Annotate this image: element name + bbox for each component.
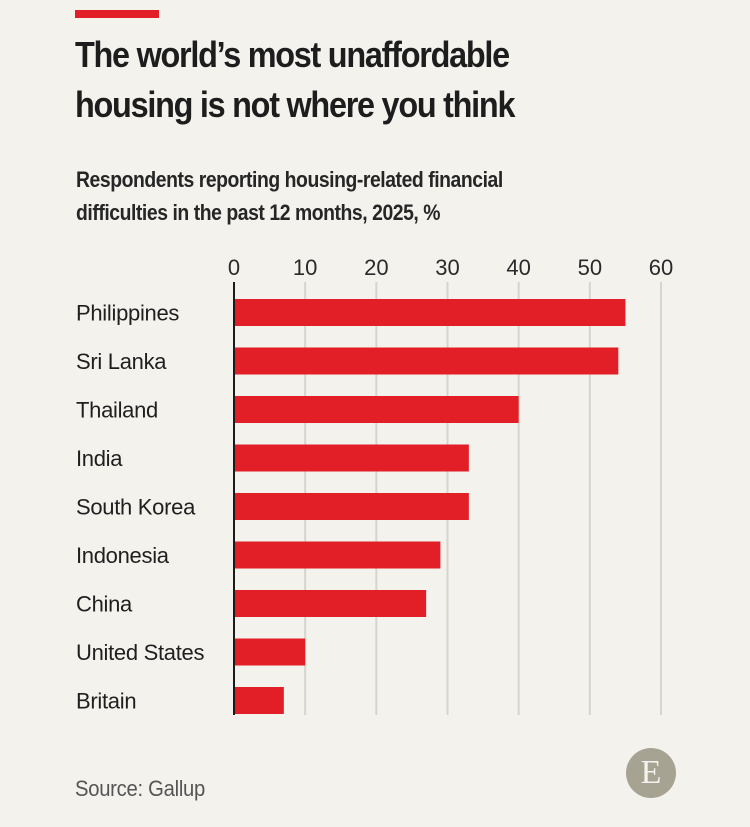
bar: [234, 687, 284, 714]
chart-subtitle: Respondents reporting housing-related fi…: [76, 163, 639, 229]
bar: [234, 347, 619, 375]
bar: [234, 638, 306, 666]
chart-title: The world’s most unaffordable housing is…: [75, 30, 651, 130]
source-note: Source: Gallup: [75, 776, 206, 801]
title-line-1: The world’s most unaffordable: [75, 34, 510, 75]
economist-logo-icon: E: [626, 748, 676, 798]
bars: [234, 299, 626, 714]
logo-letter: E: [640, 754, 662, 791]
x-tick-label: 50: [578, 255, 602, 280]
category-label: Britain: [76, 689, 136, 714]
bar: [234, 590, 427, 617]
category-label: Philippines: [76, 301, 179, 326]
x-tick-label: 20: [364, 255, 388, 280]
bar: [234, 444, 469, 472]
x-tick-labels: 0 10 20 30 40 50 60: [228, 255, 673, 280]
category-label: Indonesia: [76, 543, 170, 568]
category-label: Thailand: [76, 398, 158, 423]
category-label: India: [76, 446, 123, 471]
x-tick-label: 60: [649, 255, 673, 280]
category-label: United States: [76, 640, 204, 665]
title-line-2: housing is not where you think: [75, 84, 515, 125]
x-tick-label: 0: [228, 255, 240, 280]
x-tick-label: 30: [435, 255, 459, 280]
x-tick-label: 40: [506, 255, 530, 280]
x-tick-label: 10: [293, 255, 317, 280]
bar: [234, 396, 519, 423]
subtitle-line-2: difficulties in the past 12 months, 2025…: [76, 200, 441, 225]
bar: [234, 493, 469, 520]
accent-rule: [75, 10, 159, 18]
category-labels: Philippines Sri Lanka Thailand India South K…: [76, 301, 205, 714]
category-label: China: [76, 592, 133, 617]
subtitle-line-1: Respondents reporting housing-related fi…: [76, 167, 503, 192]
bar: [234, 299, 626, 326]
bar: [234, 541, 441, 569]
category-label: Sri Lanka: [76, 349, 167, 374]
category-label: South Korea: [76, 495, 196, 520]
